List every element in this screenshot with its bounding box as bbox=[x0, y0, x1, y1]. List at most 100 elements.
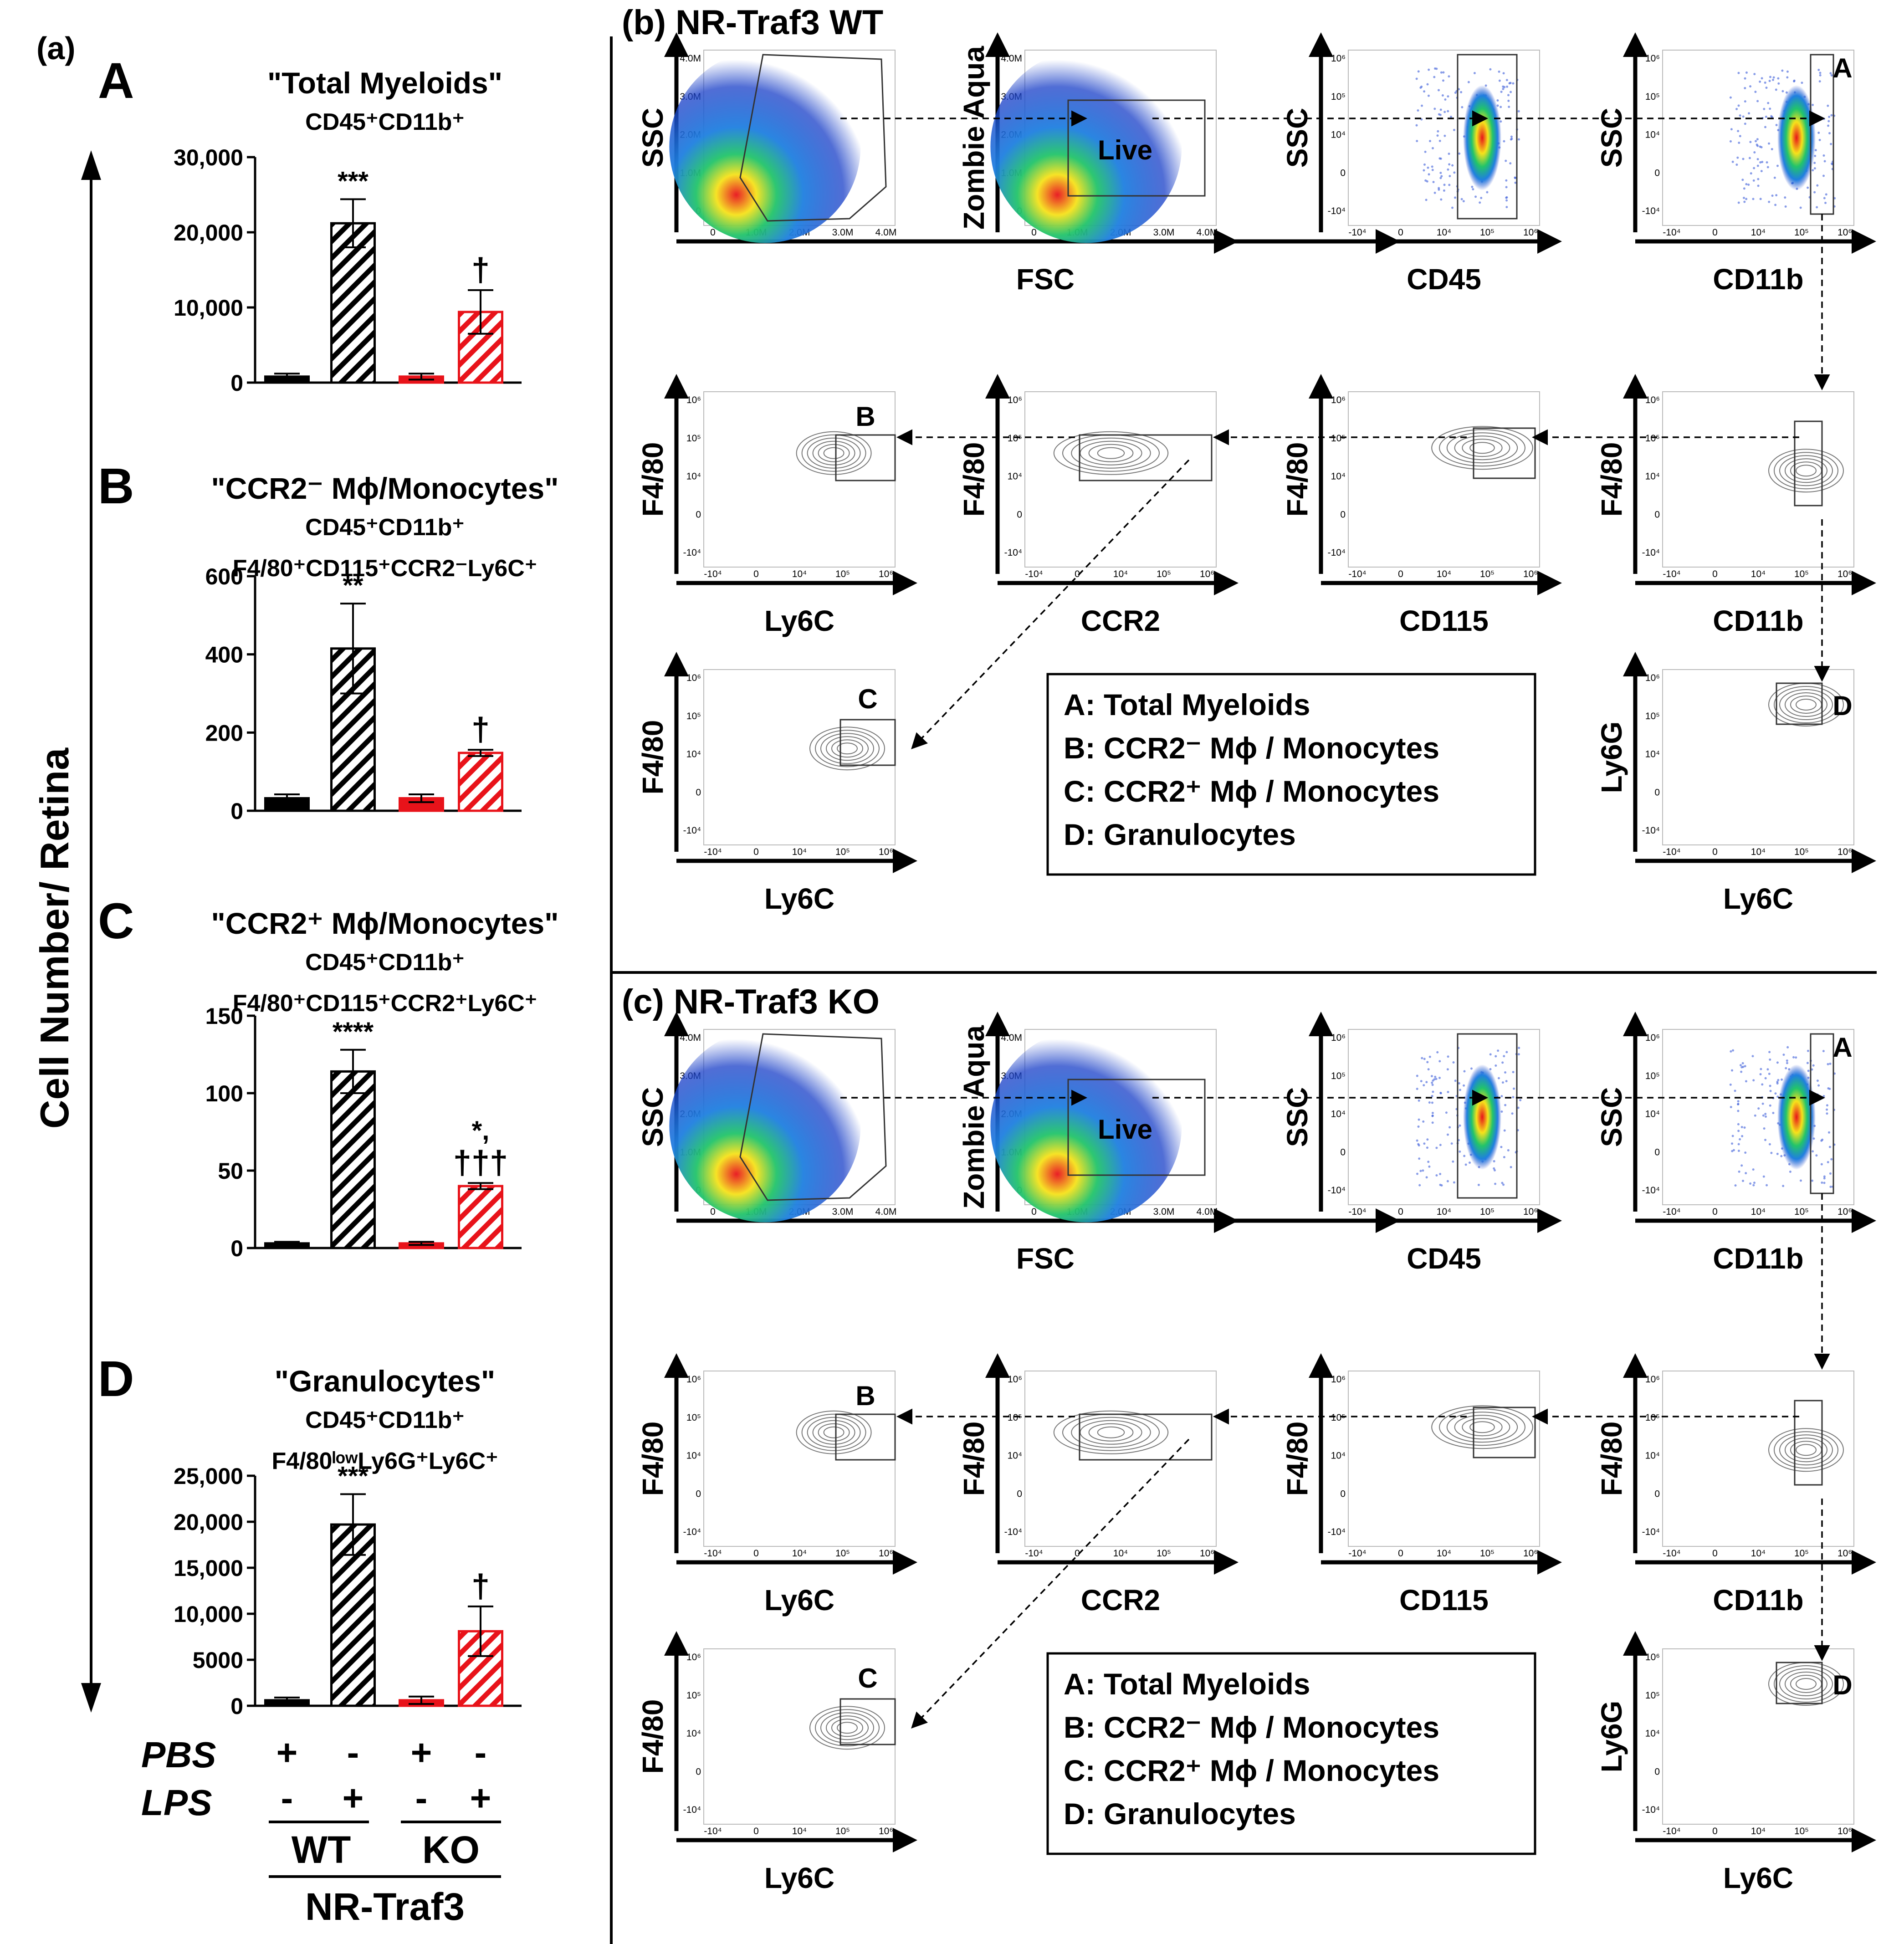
event-dot bbox=[1759, 1073, 1762, 1075]
event-dot bbox=[1756, 158, 1759, 160]
event-dot bbox=[1435, 1174, 1438, 1177]
event-dot bbox=[1439, 172, 1442, 174]
event-dot bbox=[1497, 1077, 1500, 1079]
y-tick-label: 10⁶ bbox=[686, 395, 701, 405]
event-dot bbox=[1823, 1175, 1826, 1178]
event-dot bbox=[1731, 160, 1734, 163]
lps-ko-pbs: - bbox=[415, 1778, 428, 1818]
event-dot bbox=[1422, 1169, 1424, 1172]
y-tick-label: -10⁴ bbox=[1642, 206, 1660, 216]
event-dot bbox=[1830, 114, 1833, 117]
event-dot bbox=[1426, 180, 1428, 183]
event-dot bbox=[1505, 159, 1507, 162]
flow-plot-ccr2: -10⁴ 0 10⁴ 10⁵ 10⁶ 10⁶ 10⁵ 10⁴ 0 -10⁴ F4/80 CCR2 bbox=[957, 1353, 1239, 1617]
event-dot bbox=[1786, 76, 1789, 79]
event-dot bbox=[1737, 1110, 1740, 1112]
x-tick-label: 10⁵ bbox=[1794, 569, 1809, 579]
event-dot bbox=[1416, 1088, 1418, 1090]
event-dot bbox=[1431, 1121, 1434, 1124]
event-dot bbox=[1729, 140, 1732, 143]
x-tick-label: 10⁶ bbox=[1200, 1548, 1214, 1559]
y-tick-label: 10⁶ bbox=[1645, 1374, 1660, 1385]
event-dot bbox=[1486, 191, 1489, 194]
y-axis-arrow-top bbox=[81, 150, 101, 180]
event-dot bbox=[1811, 1179, 1814, 1182]
event-dot bbox=[1744, 1065, 1746, 1068]
event-dot bbox=[1502, 87, 1505, 90]
event-dot bbox=[1447, 168, 1449, 171]
gate bbox=[1473, 1407, 1536, 1458]
event-dot bbox=[1769, 76, 1772, 78]
event-dot bbox=[1464, 1163, 1467, 1166]
x-tick-label: 10⁵ bbox=[1794, 1548, 1809, 1559]
event-dot bbox=[1432, 147, 1434, 149]
x-tick-label: -10⁴ bbox=[1663, 1548, 1680, 1559]
event-dot bbox=[1749, 1182, 1752, 1185]
event-dot bbox=[1752, 1184, 1755, 1187]
y-tick-label: 4.0M bbox=[1001, 53, 1022, 64]
y-tick-label: 10⁴ bbox=[686, 749, 701, 760]
contour-line bbox=[1071, 1417, 1151, 1448]
y-tick-label: 10⁶ bbox=[1331, 1374, 1346, 1385]
event-dot bbox=[1780, 1155, 1783, 1157]
pbs-wt-pbs: + bbox=[276, 1732, 298, 1773]
x-tick-label: 10⁶ bbox=[1837, 847, 1852, 857]
x-tick-label: -10⁴ bbox=[1025, 1548, 1043, 1559]
event-dot bbox=[1436, 1051, 1439, 1054]
x-tick-label: 0 bbox=[1398, 1548, 1403, 1559]
event-dot bbox=[1416, 1139, 1418, 1142]
event-dot bbox=[1438, 1060, 1441, 1063]
event-dot bbox=[1518, 1047, 1520, 1049]
contour-line bbox=[1439, 1408, 1525, 1446]
y-tick-label: 10⁶ bbox=[1008, 395, 1022, 405]
contour-line bbox=[1446, 432, 1518, 464]
chart-subtitle: CD45⁺CD11b⁺ bbox=[305, 949, 465, 976]
x-axis-label: CD11b bbox=[1713, 263, 1803, 296]
y-tick-label: 0 bbox=[1654, 1766, 1660, 1777]
event-dot bbox=[1764, 1113, 1767, 1115]
event-dot bbox=[1439, 108, 1442, 111]
x-tick-label: 10⁵ bbox=[1794, 1207, 1809, 1217]
flow-plot-ly6c: -10⁴ 0 10⁴ 10⁵ 10⁶ 10⁶ 10⁵ 10⁴ 0 -10⁴ Ly6G Ly6C D bbox=[1595, 1631, 1876, 1894]
event-dot bbox=[1761, 1083, 1764, 1086]
event-dot bbox=[1753, 1182, 1756, 1184]
event-dot bbox=[1446, 1068, 1449, 1071]
event-dot bbox=[1505, 196, 1508, 199]
event-dot bbox=[1769, 1085, 1771, 1087]
event-dot bbox=[1759, 145, 1761, 148]
contour-line bbox=[807, 1417, 861, 1448]
contour-line bbox=[1785, 1438, 1827, 1463]
panel-title: (c) NR-Traf3 KO bbox=[622, 982, 880, 1021]
contour-line bbox=[1779, 1668, 1833, 1699]
event-dot bbox=[1504, 1104, 1507, 1106]
event-dot bbox=[1501, 1061, 1504, 1064]
event-dot bbox=[1761, 161, 1764, 164]
plot-frame bbox=[1662, 1029, 1854, 1205]
y-tick-label: -10⁴ bbox=[1004, 547, 1022, 558]
event-dot bbox=[1747, 183, 1750, 186]
y-tick-label: 10⁶ bbox=[686, 673, 701, 683]
flow-plot-cd11b: -10⁴ 0 10⁴ 10⁵ 10⁶ 10⁶ 10⁵ 10⁴ 0 -10⁴ F4/80 CD11b bbox=[1595, 374, 1876, 637]
x-tick-label: -10⁴ bbox=[1663, 1207, 1680, 1217]
y-tick-label: 10⁵ bbox=[1645, 92, 1660, 102]
y-tick-label: 10⁵ bbox=[1645, 711, 1660, 721]
event-dot bbox=[1781, 90, 1784, 92]
density-cloud bbox=[669, 1029, 861, 1223]
bar-chart-d: D "Granulocytes" CD45⁺CD11b⁺ F4/80ˡᵒʷLy6G⁺L… bbox=[98, 1351, 522, 1719]
event-dot bbox=[1435, 1078, 1438, 1080]
event-dot bbox=[1731, 1069, 1734, 1072]
x-axis-label: FSC bbox=[1016, 263, 1075, 296]
event-dot bbox=[1812, 1150, 1814, 1153]
contour-line bbox=[807, 437, 861, 469]
event-dot bbox=[1427, 94, 1430, 97]
x-axis-label: Ly6C bbox=[764, 882, 834, 915]
event-dot bbox=[1762, 1114, 1765, 1117]
y-axis-label: F4/80 bbox=[957, 1422, 990, 1496]
event-dot bbox=[1735, 107, 1738, 110]
chart-title: "CCR2⁻ Mϕ/Monocytes" bbox=[211, 471, 559, 505]
y-tick-label: 400 bbox=[205, 642, 243, 668]
mouse-line-label: NR-Traf3 bbox=[305, 1885, 465, 1928]
event-dot bbox=[1776, 1095, 1779, 1098]
event-dot bbox=[1505, 199, 1508, 202]
x-tick-label: 10⁴ bbox=[792, 569, 807, 579]
